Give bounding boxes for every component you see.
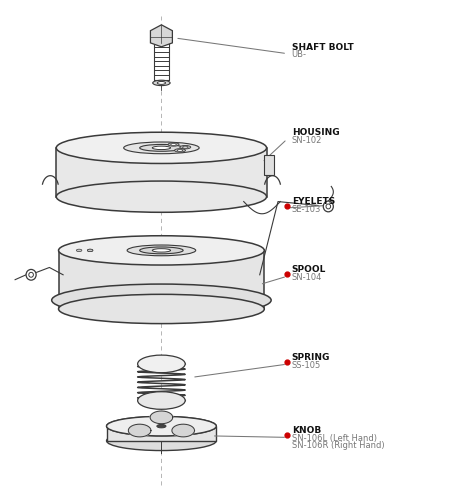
Polygon shape [106, 426, 216, 441]
Text: KNOB: KNOB [291, 426, 320, 436]
Ellipse shape [152, 248, 170, 252]
Ellipse shape [177, 149, 182, 151]
Ellipse shape [51, 284, 270, 316]
Ellipse shape [106, 431, 216, 451]
Ellipse shape [325, 204, 330, 209]
Ellipse shape [157, 82, 165, 84]
Ellipse shape [106, 416, 216, 436]
Text: SPRING: SPRING [291, 353, 330, 362]
Polygon shape [58, 250, 264, 309]
Text: SN-106R (Right Hand): SN-106R (Right Hand) [291, 440, 384, 450]
Text: SHAFT BOLT: SHAFT BOLT [291, 43, 353, 52]
Ellipse shape [29, 273, 34, 277]
Ellipse shape [76, 249, 82, 251]
Ellipse shape [106, 416, 216, 436]
Text: SN-106L (Left Hand): SN-106L (Left Hand) [291, 434, 376, 443]
Ellipse shape [174, 149, 185, 152]
Ellipse shape [323, 201, 333, 212]
Ellipse shape [140, 144, 183, 151]
Text: EYELETS: EYELETS [291, 197, 334, 206]
Ellipse shape [123, 142, 199, 154]
Ellipse shape [152, 80, 170, 85]
Text: SS-105: SS-105 [291, 361, 320, 370]
Ellipse shape [137, 355, 185, 373]
Polygon shape [172, 424, 194, 437]
Ellipse shape [182, 146, 188, 148]
Ellipse shape [26, 270, 36, 280]
Ellipse shape [140, 247, 183, 254]
Text: SE-103: SE-103 [291, 205, 320, 214]
Text: HOUSING: HOUSING [291, 128, 339, 137]
Polygon shape [154, 43, 168, 80]
Ellipse shape [58, 236, 264, 265]
Text: SN-104: SN-104 [291, 273, 321, 282]
Ellipse shape [87, 249, 93, 251]
Polygon shape [264, 155, 274, 175]
Ellipse shape [56, 181, 266, 212]
Ellipse shape [152, 146, 170, 150]
Ellipse shape [157, 424, 166, 428]
Polygon shape [128, 424, 151, 437]
Polygon shape [150, 25, 172, 47]
Polygon shape [150, 411, 173, 424]
Text: SN-102: SN-102 [291, 136, 321, 145]
Ellipse shape [127, 245, 195, 256]
Ellipse shape [168, 143, 179, 146]
Text: UB-: UB- [291, 51, 306, 59]
Ellipse shape [87, 249, 93, 251]
Ellipse shape [56, 132, 266, 164]
Ellipse shape [58, 294, 264, 324]
Ellipse shape [137, 392, 185, 409]
Ellipse shape [170, 143, 176, 145]
Polygon shape [56, 148, 266, 197]
Text: SPOOL: SPOOL [291, 265, 325, 274]
Ellipse shape [179, 145, 190, 149]
